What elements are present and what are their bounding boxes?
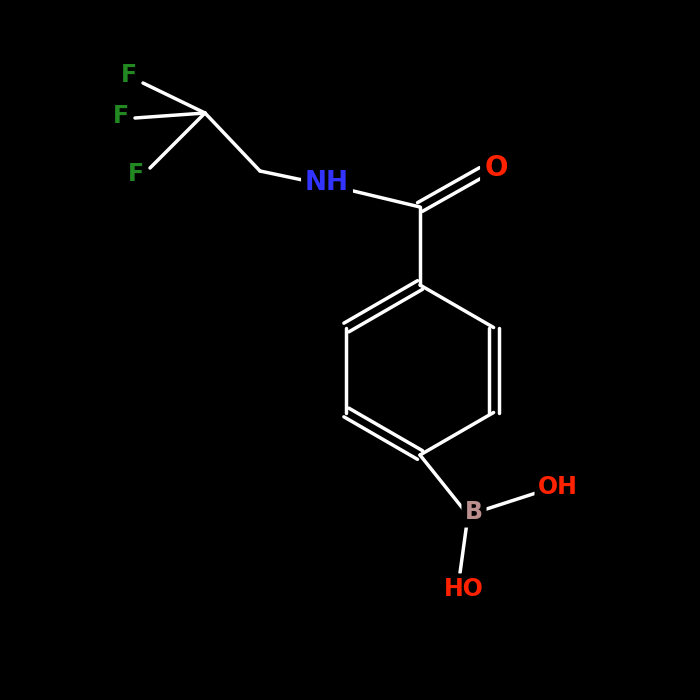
Text: NH: NH bbox=[305, 170, 349, 196]
Text: B: B bbox=[465, 500, 483, 524]
Text: O: O bbox=[484, 154, 508, 182]
Text: F: F bbox=[121, 63, 137, 87]
Text: OH: OH bbox=[538, 475, 578, 499]
Text: F: F bbox=[113, 104, 129, 128]
Text: F: F bbox=[128, 162, 144, 186]
Text: HO: HO bbox=[444, 577, 484, 601]
